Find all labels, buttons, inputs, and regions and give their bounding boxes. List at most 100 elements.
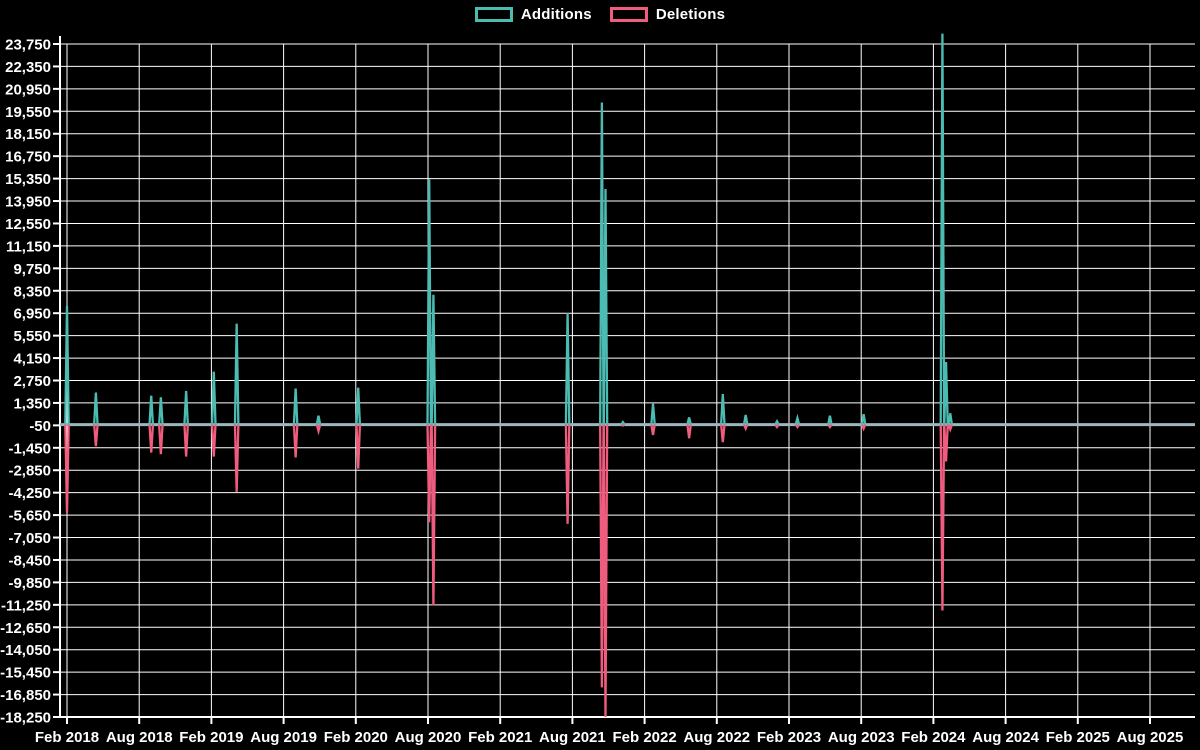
x-tick-label: Aug 2019	[250, 729, 317, 746]
y-tick-label: 5,550	[13, 328, 51, 345]
y-tick-label: -15,450	[0, 665, 51, 682]
y-tick-label: -1,450	[8, 440, 51, 457]
y-tick-label: -2,850	[8, 463, 51, 480]
addition-spike	[742, 414, 749, 425]
deletion-spike	[426, 424, 433, 523]
addition-spike	[183, 390, 189, 425]
addition-spike	[158, 397, 164, 425]
y-tick-label: -50	[29, 418, 51, 435]
y-tick-label: 1,350	[13, 395, 51, 412]
deletions-legend-label: Deletions	[655, 6, 726, 23]
deletion-spike	[686, 424, 692, 439]
deletion-spike	[602, 424, 609, 718]
addition-spike	[943, 362, 949, 425]
addition-spike	[794, 413, 801, 425]
deletion-spike	[774, 423, 780, 429]
addition-spike	[686, 417, 692, 425]
addition-spike	[315, 415, 322, 425]
gridlines	[60, 43, 1195, 718]
x-tick-label: Feb 2020	[324, 729, 388, 746]
addition-spike	[939, 33, 946, 425]
addition-spike	[426, 179, 433, 425]
y-tick-label: 12,550	[5, 216, 51, 233]
x-tick-label: Feb 2024	[901, 729, 966, 746]
addition-spike	[93, 392, 99, 425]
deletion-spike	[939, 424, 946, 611]
y-tick-label: 11,150	[6, 238, 51, 255]
deletion-spike	[719, 424, 726, 443]
addition-spike	[827, 415, 833, 425]
y-tick-label: 22,350	[5, 59, 51, 76]
addition-spike	[292, 388, 299, 425]
y-tick-label: 2,750	[13, 373, 51, 390]
deletion-spike	[93, 424, 99, 447]
addition-spike	[564, 313, 571, 425]
y-tick-label: 23,750	[5, 37, 51, 54]
deletion-spike	[564, 424, 571, 524]
deletion-spike	[148, 424, 155, 453]
y-tick-label: -8,450	[8, 552, 51, 569]
y-tick-label: 20,950	[5, 81, 51, 98]
y-tick-label: -12,650	[0, 620, 51, 637]
addition-spike	[430, 294, 437, 425]
addition-spike	[602, 189, 609, 425]
additions-swatch-icon	[474, 7, 513, 22]
addition-spike	[599, 102, 605, 425]
y-tick-label: -18,250	[0, 710, 51, 727]
y-tick-label: 8,350	[13, 283, 51, 300]
x-tick-label: Feb 2021	[468, 729, 532, 746]
addition-spike	[233, 323, 240, 425]
addition-spike	[210, 371, 217, 425]
deletion-spike	[233, 424, 240, 492]
x-tick-label: Feb 2023	[757, 729, 821, 746]
deletion-spike	[794, 423, 801, 429]
y-tick-label: 13,950	[5, 194, 51, 211]
deletions-series	[64, 423, 954, 718]
addition-spike	[947, 413, 954, 425]
x-tick-label: Aug 2023	[828, 729, 895, 746]
legend-item-deletions[interactable]: Deletions	[609, 6, 726, 23]
deletion-spike	[943, 424, 949, 462]
y-tick-label: -16,850	[0, 687, 51, 704]
y-tick-label: -14,050	[0, 642, 51, 659]
deletion-spike	[355, 424, 362, 469]
y-tick-label: 15,350	[5, 171, 51, 188]
addition-spike	[148, 395, 155, 425]
x-tick-label: Aug 2024	[972, 729, 1039, 746]
deletion-spike	[599, 424, 605, 688]
deletion-spike	[158, 424, 164, 455]
x-tick-label: Feb 2019	[179, 729, 243, 746]
legend-item-additions[interactable]: Additions	[474, 6, 592, 23]
deletion-spike	[947, 424, 954, 433]
x-tick-label: Feb 2022	[612, 729, 676, 746]
x-tick-label: Feb 2025	[1046, 729, 1110, 746]
deletion-spike	[860, 424, 867, 432]
deletion-spike	[315, 424, 322, 436]
deletions-swatch-icon	[609, 7, 648, 22]
addition-spike	[620, 420, 626, 426]
axes	[53, 36, 1195, 724]
y-tick-label: -4,250	[8, 485, 51, 502]
x-tick-label: Aug 2021	[539, 729, 606, 746]
additions-legend-label: Additions	[520, 6, 592, 23]
deletion-spike	[742, 424, 749, 432]
additions-series	[64, 33, 954, 426]
x-tick-label: Aug 2018	[106, 729, 173, 746]
x-tick-label: Aug 2025	[1117, 729, 1184, 746]
deletion-spike	[64, 424, 70, 513]
addition-spike	[355, 387, 362, 425]
deletion-spike	[650, 424, 656, 436]
addition-spike	[860, 413, 867, 425]
y-tick-label: -5,650	[8, 508, 51, 525]
x-tick-label: Aug 2020	[395, 729, 462, 746]
y-tick-label: 16,750	[5, 149, 51, 166]
y-tick-label: 9,750	[13, 261, 51, 278]
deletion-spike	[292, 424, 299, 458]
y-tick-label: 19,550	[5, 104, 51, 121]
y-tick-label: -7,050	[8, 530, 51, 547]
addition-spike	[64, 305, 70, 425]
y-tick-label: -9,850	[8, 575, 51, 592]
addition-spike	[719, 394, 726, 425]
